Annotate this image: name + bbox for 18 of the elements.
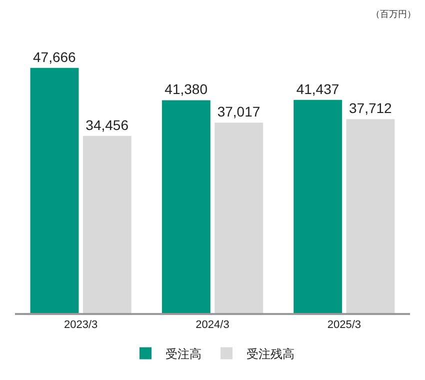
x-tick-label: 2024/3 [196,318,230,331]
bar [162,100,210,313]
data-label: 41,437 [296,80,340,97]
bar [214,122,264,313]
x-tick-label: 2023/3 [64,318,98,331]
data-label: 41,380 [164,81,208,98]
text: （百万円） [371,9,416,19]
bar [30,68,79,313]
bar [294,100,342,313]
legend-label: 受注残高 [246,346,294,361]
bar [346,119,395,313]
data-label: 37,712 [348,100,392,116]
x-tick-label: 2025/3 [327,318,361,331]
data-label: 47,666 [32,48,76,65]
bar [82,136,132,313]
legend-label: 受注高 [166,346,202,361]
data-label: 34,456 [86,116,129,133]
data-label: 37,017 [217,104,260,120]
